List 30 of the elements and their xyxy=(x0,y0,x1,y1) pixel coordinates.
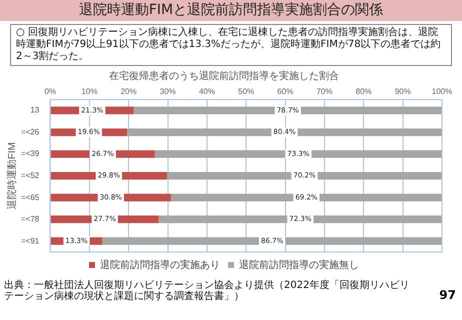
x-tick-label: 20% xyxy=(120,87,137,96)
x-tick-label: 100% xyxy=(432,87,452,96)
bar xyxy=(134,106,442,114)
x-tick-label: 70% xyxy=(316,87,332,96)
x-tick-label: 10% xyxy=(81,87,98,96)
x-tick-label: 50% xyxy=(238,87,254,96)
source-note: 出典：一般社団法人回復期リハビリテーション協会より提供（2022年度「回復期リハビリテーション病棟の現状と課題に関する調査報告書」） xyxy=(4,280,410,302)
x-tick-label: 30% xyxy=(160,87,176,96)
y-tick-label: =<26 xyxy=(20,127,40,136)
x-tick-label: 60% xyxy=(277,87,294,96)
y-tick-label: =<52 xyxy=(20,171,40,180)
x-tick-label: 0% xyxy=(44,87,56,96)
y-tick-label: =<65 xyxy=(20,192,40,202)
x-tick-label: 40% xyxy=(198,87,215,96)
chart-subtitle: 在宅復帰患者のうち退院前訪問指導を実施した割合 xyxy=(109,70,339,82)
text: ○ 回復期リハビリテーション病棟に入棟し、在宅に退棟した患者の訪問指導実施割合は、退院時運動FIMが79以上91以下の患者では13.3%だったが、退院時運動FIMが78以下の患者では約2～3割だった。 xyxy=(10,24,452,66)
y-tick-label: 13 xyxy=(30,106,40,115)
y-tick-label: =<39 xyxy=(20,149,40,158)
bar xyxy=(154,150,442,158)
x-tick-label: 80% xyxy=(356,87,372,96)
text: 97 xyxy=(439,288,456,302)
x-tick-label: 90% xyxy=(394,87,411,96)
chart-title: 退院時運動FIMと退院前訪問指導実施割合の関係 xyxy=(0,0,462,21)
y-tick-label: =<78 xyxy=(20,214,40,224)
y-axis-title: 退院時運動FIM xyxy=(6,142,18,210)
legend-label: 退院前訪問指導の実施あり xyxy=(100,258,220,271)
y-tick-label: =<91 xyxy=(20,236,40,246)
bar xyxy=(102,237,442,245)
legend-label: 退院前訪問指導の実施無し xyxy=(239,258,359,271)
bar xyxy=(127,128,442,136)
